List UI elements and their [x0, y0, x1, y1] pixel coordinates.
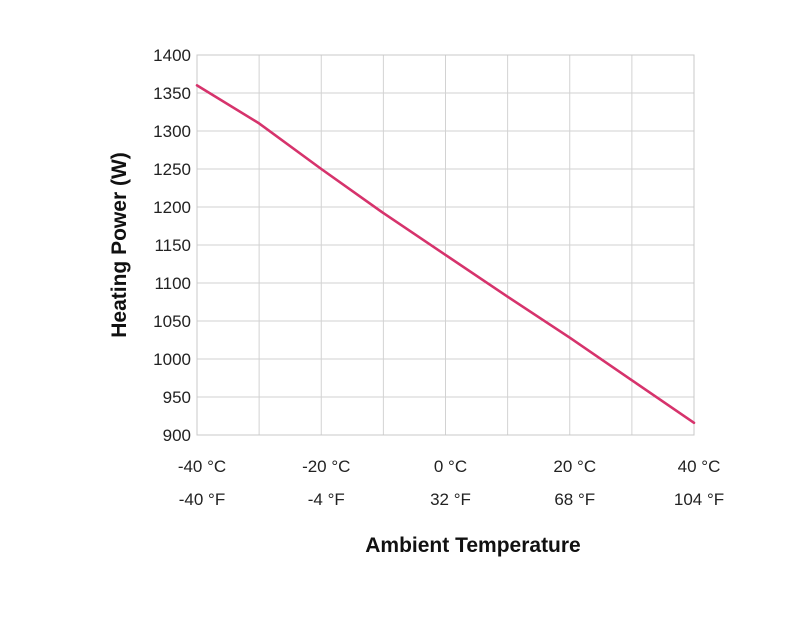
y-tick-label: 1200 [153, 198, 191, 217]
y-axis-ticks: 900 950 1000 1050 1100 1150 1200 1250 1300 1350 14… [153, 46, 191, 445]
y-tick-label: 1050 [153, 312, 191, 331]
x-axis-title: Ambient Temperature [365, 534, 581, 557]
y-tick-label: 1000 [153, 350, 191, 369]
y-tick-label: 1150 [154, 236, 191, 255]
x-tick-label-fahrenheit: 32 °F [430, 490, 471, 509]
y-tick-label: 900 [163, 426, 191, 445]
y-tick-label: 950 [163, 388, 191, 407]
x-tick-label-celsius: -40 °C [178, 457, 226, 476]
x-tick-label-fahrenheit: 104 °F [674, 490, 724, 509]
y-tick-label: 1250 [153, 160, 191, 179]
y-tick-label: 1350 [153, 84, 191, 103]
x-axis-ticks: -40 °C -40 °F -20 °C -4 °F 0 °C 32 °F 20 °C 68 … [178, 457, 724, 509]
x-tick-label-celsius: 40 °C [678, 457, 721, 476]
x-tick-label-celsius: -20 °C [302, 457, 350, 476]
x-tick-label-fahrenheit: 68 °F [554, 490, 595, 509]
grid [196, 54, 695, 436]
y-tick-label: 1400 [153, 46, 191, 65]
y-axis-title: Heating Power (W) [108, 152, 131, 338]
series-line [195, 84, 696, 425]
y-tick-label: 1300 [153, 122, 191, 141]
y-tick-label: 1100 [154, 274, 191, 293]
x-tick-label-fahrenheit: -4 °F [308, 490, 345, 509]
series [195, 84, 696, 425]
x-tick-label-celsius: 0 °C [434, 457, 467, 476]
plot-frame [196, 54, 695, 436]
x-tick-label-fahrenheit: -40 °F [179, 490, 225, 509]
x-tick-label-celsius: 20 °C [553, 457, 596, 476]
